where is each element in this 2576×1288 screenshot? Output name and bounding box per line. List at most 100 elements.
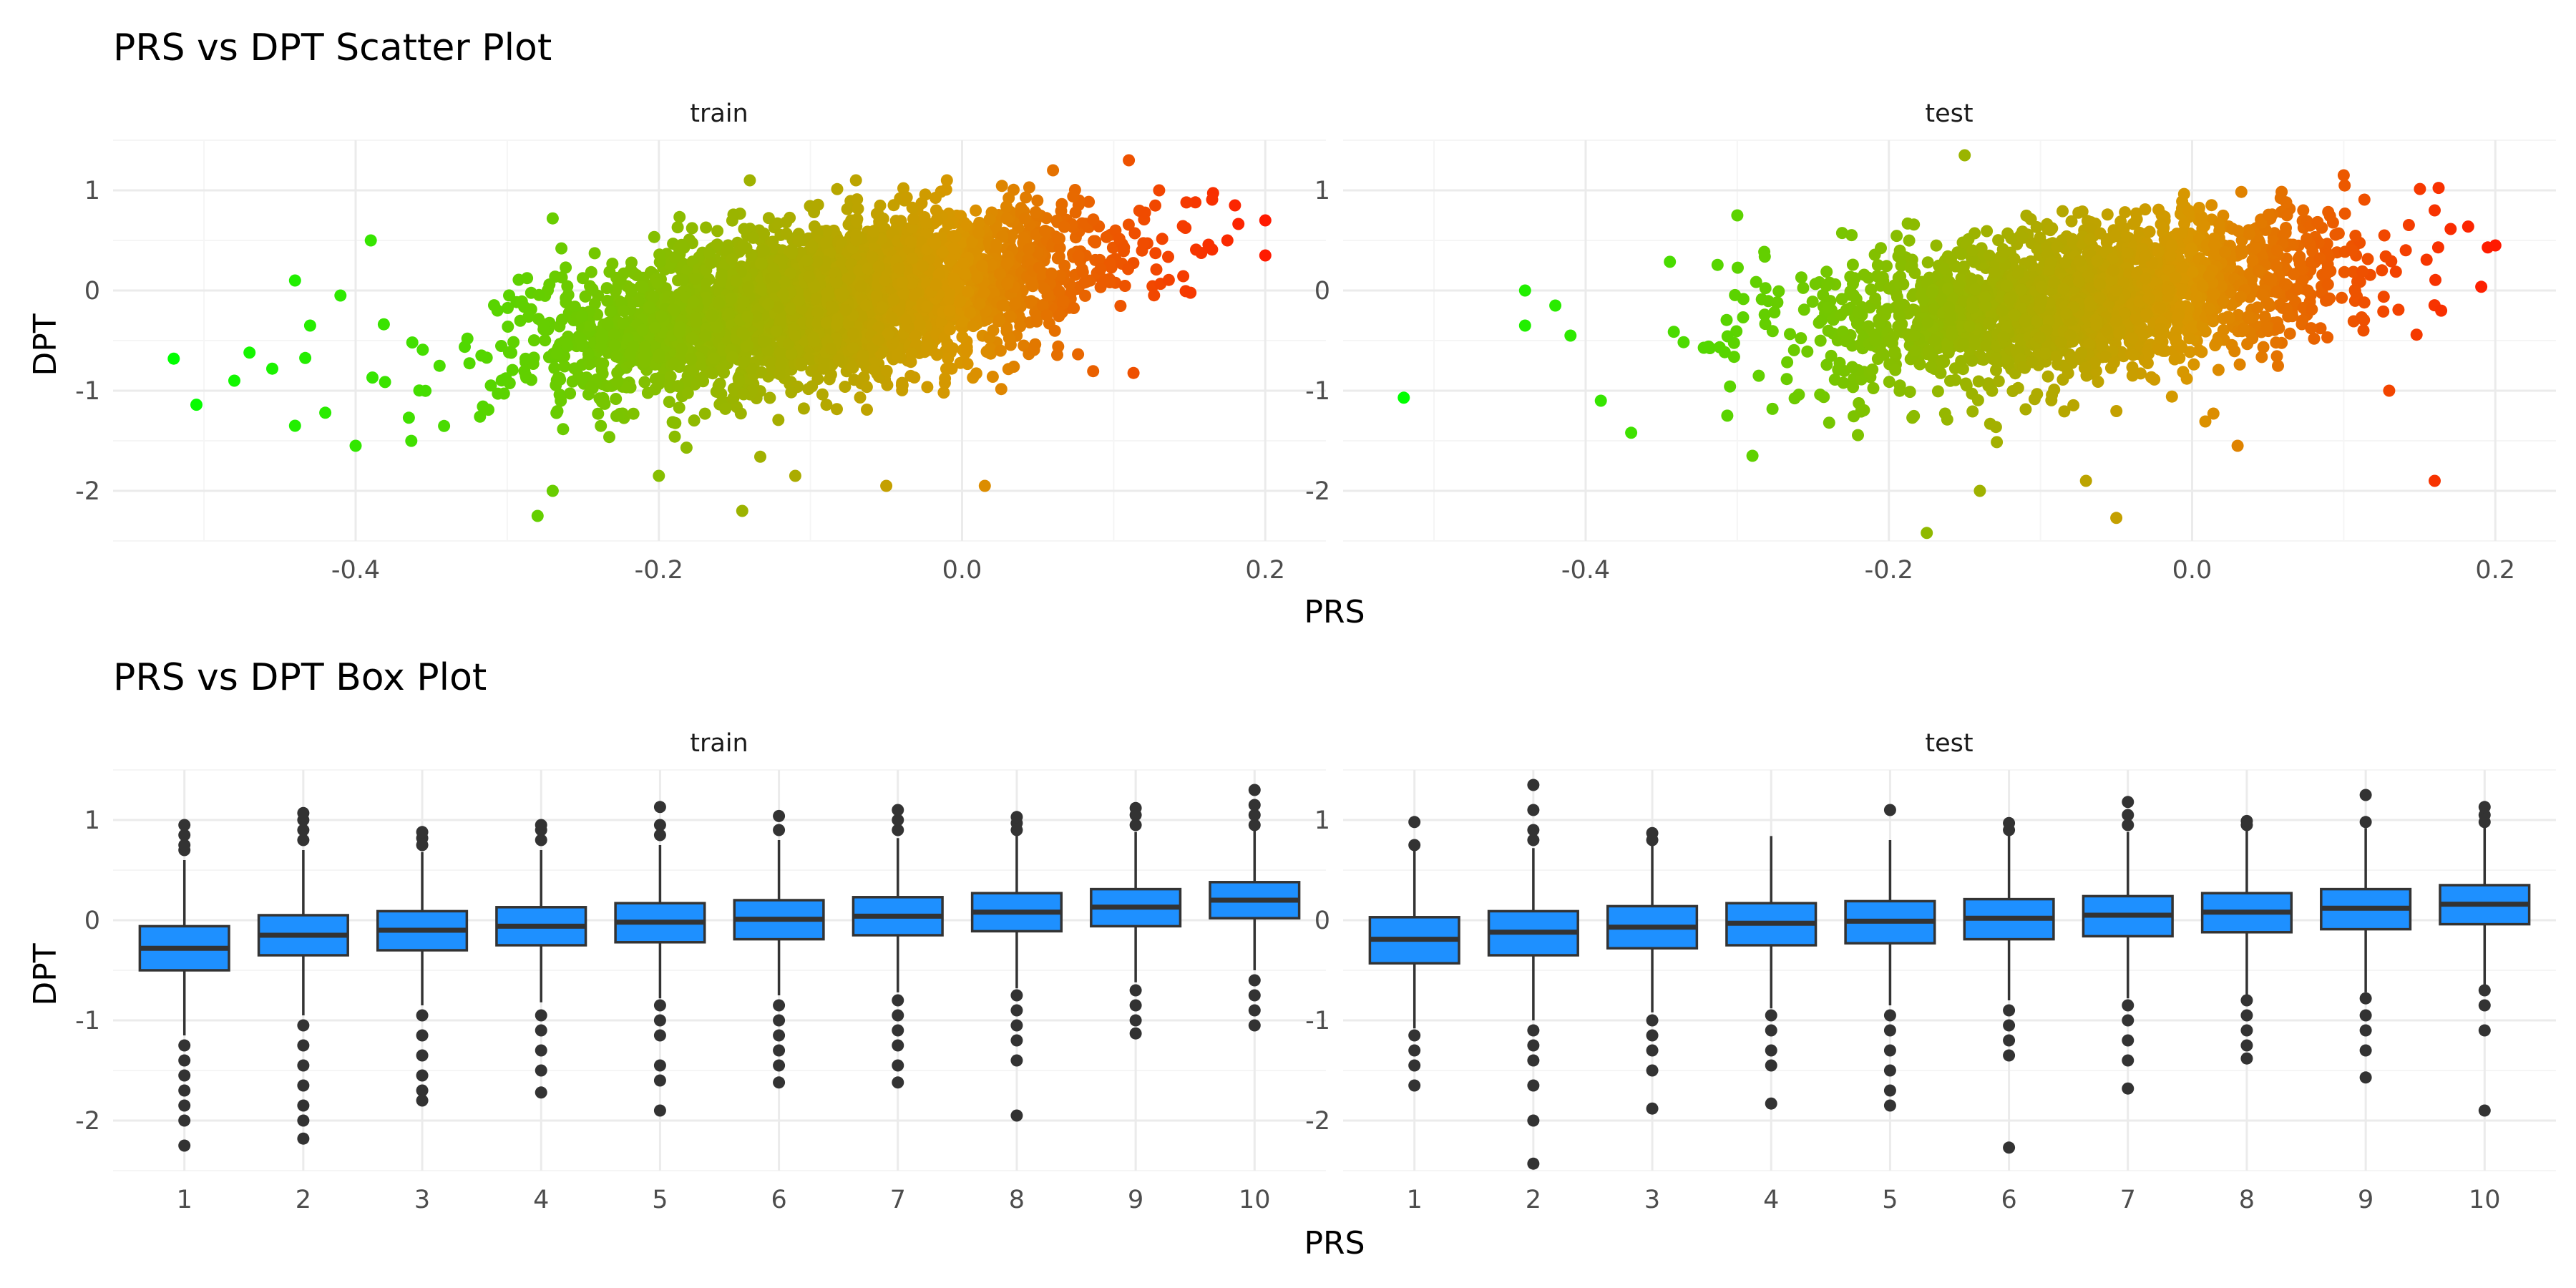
scatter-train-point (601, 294, 614, 307)
scatter-train-point (824, 342, 837, 355)
scatter-train-point (1072, 250, 1085, 263)
scatter-train-outlier (1221, 234, 1234, 247)
scatter-train-point (548, 361, 561, 374)
scatter-train-point (584, 320, 597, 333)
scatter-train-point (585, 381, 597, 394)
scatter-train-point (669, 251, 681, 263)
scatter-train-point (747, 231, 759, 244)
scatter-test-point (1971, 394, 1984, 406)
scatter-train-point (872, 208, 884, 220)
scatter-train-point (879, 274, 892, 287)
scatter-train-point (754, 450, 766, 463)
scatter-train-point (921, 339, 934, 351)
scatter-train-point (699, 329, 712, 342)
scatter-train-point (1014, 320, 1027, 333)
scatter-test-point (1781, 356, 1794, 369)
y-tick-label: 0 (84, 277, 100, 306)
scatter-train-point (506, 364, 519, 376)
y-tick-label: -1 (75, 377, 100, 406)
scatter-train-point (604, 305, 617, 318)
scatter-train-point (1072, 348, 1085, 361)
scatter-train-outlier (1259, 214, 1272, 227)
scatter-train-point (1000, 257, 1013, 270)
scatter-train-point (736, 326, 749, 339)
scatter-train-point (475, 349, 488, 362)
scatter-train-point (896, 276, 909, 289)
scatter-train-point (560, 292, 572, 305)
scatter-train-point (872, 333, 885, 346)
scatter-train-point (1094, 263, 1107, 275)
scatter-train-point (598, 397, 611, 410)
scatter-test-point (1845, 229, 1858, 242)
scatter-train-point (737, 239, 750, 252)
scatter-train-outlier (1153, 184, 1166, 197)
scatter-train-point (653, 255, 666, 268)
scatter-train-point (774, 313, 787, 326)
scatter-train-point (810, 292, 823, 305)
scatter-train-point (806, 380, 819, 393)
scatter-train-point (929, 237, 942, 250)
scatter-train-point (774, 358, 787, 371)
scatter-train-point (913, 318, 926, 331)
scatter-test-point (1772, 285, 1785, 298)
scatter-train-point (847, 361, 859, 374)
scatter-train-point (1030, 315, 1043, 328)
scatter-train-point (954, 296, 966, 308)
scatter-train-point (995, 180, 1008, 192)
scatter-train-point (647, 291, 660, 303)
scatter-test-point (2242, 311, 2255, 323)
scatter-test-point (2193, 344, 2205, 357)
scatter-train-point (962, 286, 975, 298)
scatter-panel-train: -0.4 -0.2 0.0 0.210-1-2 train (75, 99, 1326, 585)
scatter-train-point (676, 273, 689, 286)
scatter-train-point (857, 371, 870, 384)
scatter-test-point (1711, 258, 1724, 271)
scatter-train-point (1057, 295, 1070, 308)
scatter-test-point (2338, 265, 2351, 278)
scatter-train-point (624, 348, 636, 361)
scatter-test-point (1737, 311, 1750, 323)
x-tick-label: -0.4 (331, 556, 380, 585)
scatter-test-point (1729, 288, 1742, 301)
scatter-test-point (2392, 303, 2405, 316)
scatter-train-point (463, 357, 476, 370)
scatter-train-point (405, 434, 418, 447)
scatter-test-point (1867, 382, 1880, 394)
scatter-train-point (887, 199, 900, 212)
scatter-train-point (680, 441, 693, 454)
scatter-train-point (1009, 297, 1022, 310)
scatter-train-point (930, 204, 942, 217)
scatter-train-point (1184, 286, 1197, 299)
scatter-train-point (880, 364, 893, 377)
scatter-train-point (608, 328, 620, 341)
scatter-test-point (1835, 293, 1848, 306)
scatter-test-point (1822, 324, 1835, 337)
scatter-train-point (733, 375, 746, 388)
scatter-train-point (1103, 258, 1116, 270)
scatter-train-point (792, 235, 805, 248)
scatter-train-point (1029, 338, 1042, 351)
scatter-train-point (521, 272, 534, 285)
scatter-train-point (857, 349, 869, 362)
scatter-train-point (643, 301, 655, 313)
scatter-train-point (1018, 231, 1030, 244)
scatter-train-point (585, 265, 597, 278)
scatter-test-point (2429, 273, 2441, 286)
scatter-train-point (1005, 229, 1018, 242)
scatter-train-point (817, 362, 830, 375)
scatter-train-point (956, 331, 969, 343)
scatter-train-point (930, 348, 943, 361)
scatter-train-point (780, 216, 793, 229)
scatter-train-point (929, 192, 942, 204)
scatter-test-point (1814, 389, 1827, 401)
scatter-train-point (685, 353, 698, 366)
scatter-train-point (497, 387, 510, 400)
scatter-train-point (1093, 253, 1106, 266)
scatter-train-point (1058, 220, 1070, 233)
scatter-train-outlier (167, 352, 180, 365)
scatter-train-point (932, 268, 945, 280)
scatter-train-point (624, 283, 637, 295)
scatter-train-point (711, 238, 723, 251)
scatter-train-outlier (266, 362, 278, 375)
scatter-train-point (1177, 270, 1190, 283)
